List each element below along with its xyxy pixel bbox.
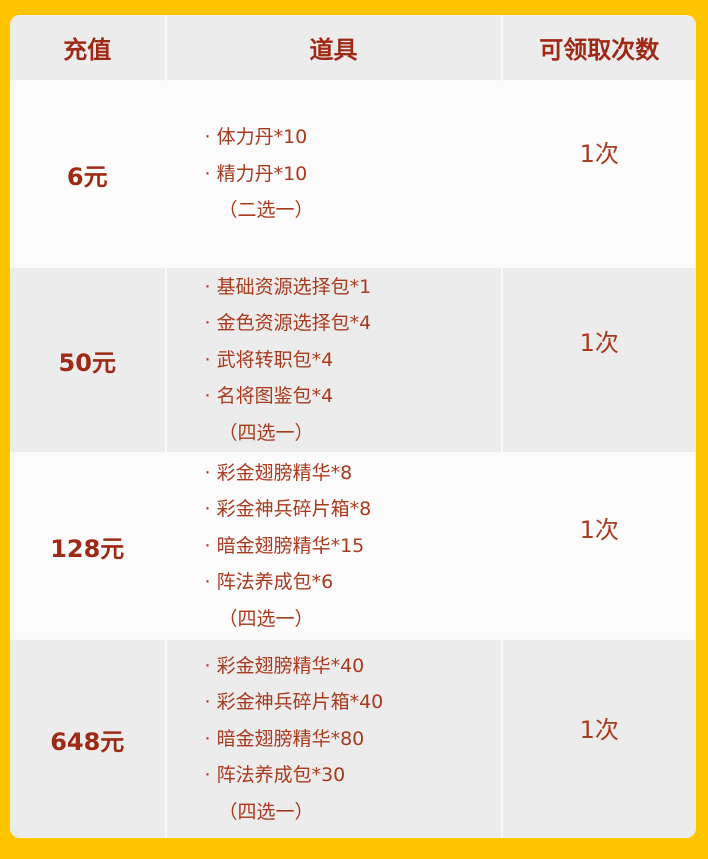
- table-row: 128元 · 彩金翅膀精华*8 · 彩金神兵碎片箱*8 · 暗金翅膀精华*15 · 阵…: [10, 455, 696, 637]
- item-line: · 彩金翅膀精华*8: [204, 461, 353, 484]
- recharge-amount: 128元: [50, 534, 125, 563]
- choice-note: （四选一）: [218, 800, 314, 823]
- choice-note: （二选一）: [218, 199, 314, 222]
- recharge-amount: 648元: [50, 727, 125, 756]
- item-line: · 阵法养成包*30: [204, 764, 346, 787]
- item-line: · 暗金翅膀精华*80: [204, 727, 365, 750]
- item-line: · 精力丹*10: [204, 162, 308, 185]
- item-line: · 阵法养成包*6: [204, 571, 334, 594]
- claim-count: 1次: [579, 716, 619, 744]
- item-list: · 基础资源选择包*1 · 金色资源选择包*4 · 武将转职包*4 · 名将图鉴包*4…: [205, 269, 372, 452]
- header-recharge: 充值: [10, 15, 165, 80]
- item-list: · 体力丹*10 · 精力丹*10 （二选一）: [205, 119, 314, 229]
- claim-count: 1次: [579, 329, 619, 357]
- recharge-amount: 6元: [66, 162, 108, 191]
- choice-note: （四选一）: [218, 421, 314, 444]
- item-list: · 彩金翅膀精华*8 · 彩金神兵碎片箱*8 · 暗金翅膀精华*15 · 阵法养成包*…: [205, 455, 372, 638]
- item-list: · 彩金翅膀精华*40 · 彩金神兵碎片箱*40 · 暗金翅膀精华*80 · 阵法养成…: [205, 648, 384, 831]
- reward-table: 充值 道具 可领取次数 6元 · 体力丹*10 · 精力丹*10 （二选一） 1次 5…: [10, 15, 696, 838]
- recharge-amount: 50元: [58, 348, 116, 377]
- item-line: · 基础资源选择包*1: [204, 275, 372, 298]
- table-row: 648元 · 彩金翅膀精华*40 · 彩金神兵碎片箱*40 · 暗金翅膀精华*80 ·…: [10, 640, 696, 838]
- item-line: · 武将转职包*4: [204, 348, 334, 371]
- item-line: · 暗金翅膀精华*15: [204, 534, 365, 557]
- choice-note: （四选一）: [218, 607, 314, 630]
- item-line: · 名将图鉴包*4: [204, 385, 334, 408]
- table-row: 6元 · 体力丹*10 · 精力丹*10 （二选一） 1次: [10, 82, 696, 266]
- item-line: · 彩金神兵碎片箱*8: [204, 498, 372, 521]
- table-row: 50元 · 基础资源选择包*1 · 金色资源选择包*4 · 武将转职包*4 · 名将图…: [10, 268, 696, 452]
- claim-count: 1次: [579, 516, 619, 544]
- claim-count: 1次: [579, 140, 619, 168]
- item-line: · 金色资源选择包*4: [204, 312, 372, 335]
- header-items: 道具: [166, 15, 501, 80]
- header-claim-count: 可领取次数: [502, 15, 696, 80]
- item-line: · 彩金翅膀精华*40: [204, 654, 365, 677]
- table-header: 充值 道具 可领取次数: [10, 15, 696, 80]
- item-line: · 体力丹*10: [204, 126, 308, 149]
- item-line: · 彩金神兵碎片箱*40: [204, 691, 384, 714]
